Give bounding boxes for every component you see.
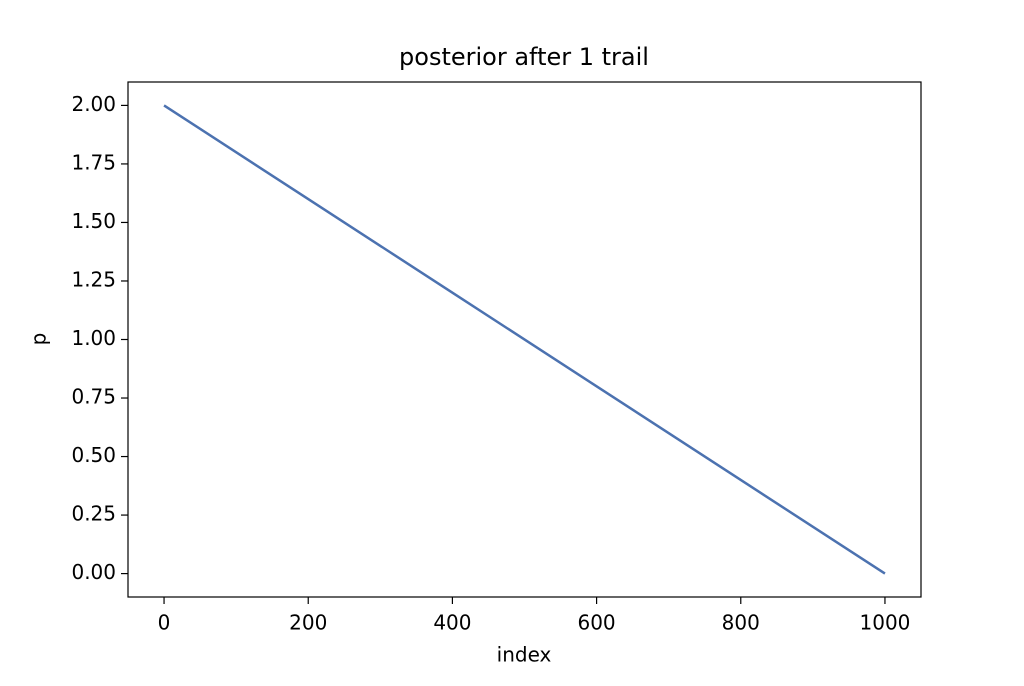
x-tick-label: 600 xyxy=(577,611,615,635)
x-tick-label: 400 xyxy=(433,611,471,635)
chart-title: posterior after 1 trail xyxy=(399,43,649,71)
y-axis-label: p xyxy=(27,333,51,346)
y-tick-label: 0.50 xyxy=(71,443,116,467)
y-tick-label: 1.75 xyxy=(71,150,116,174)
x-tick-label: 800 xyxy=(722,611,760,635)
line xyxy=(163,104,886,575)
x-tick-label: 0 xyxy=(158,611,171,635)
y-tick-label: 0.25 xyxy=(71,502,116,526)
y-tick-label: 0.00 xyxy=(71,560,116,584)
x-axis-label: index xyxy=(497,643,552,667)
x-tick-label: 200 xyxy=(289,611,327,635)
plot-frame xyxy=(127,81,922,598)
x-tick-label: 1000 xyxy=(860,611,911,635)
y-tick-label: 1.50 xyxy=(71,209,116,233)
y-tick-label: 0.75 xyxy=(71,385,116,409)
y-tick-label: 1.00 xyxy=(71,326,116,350)
y-tick-label: 2.00 xyxy=(71,92,116,116)
y-tick-label: 1.25 xyxy=(71,267,116,291)
